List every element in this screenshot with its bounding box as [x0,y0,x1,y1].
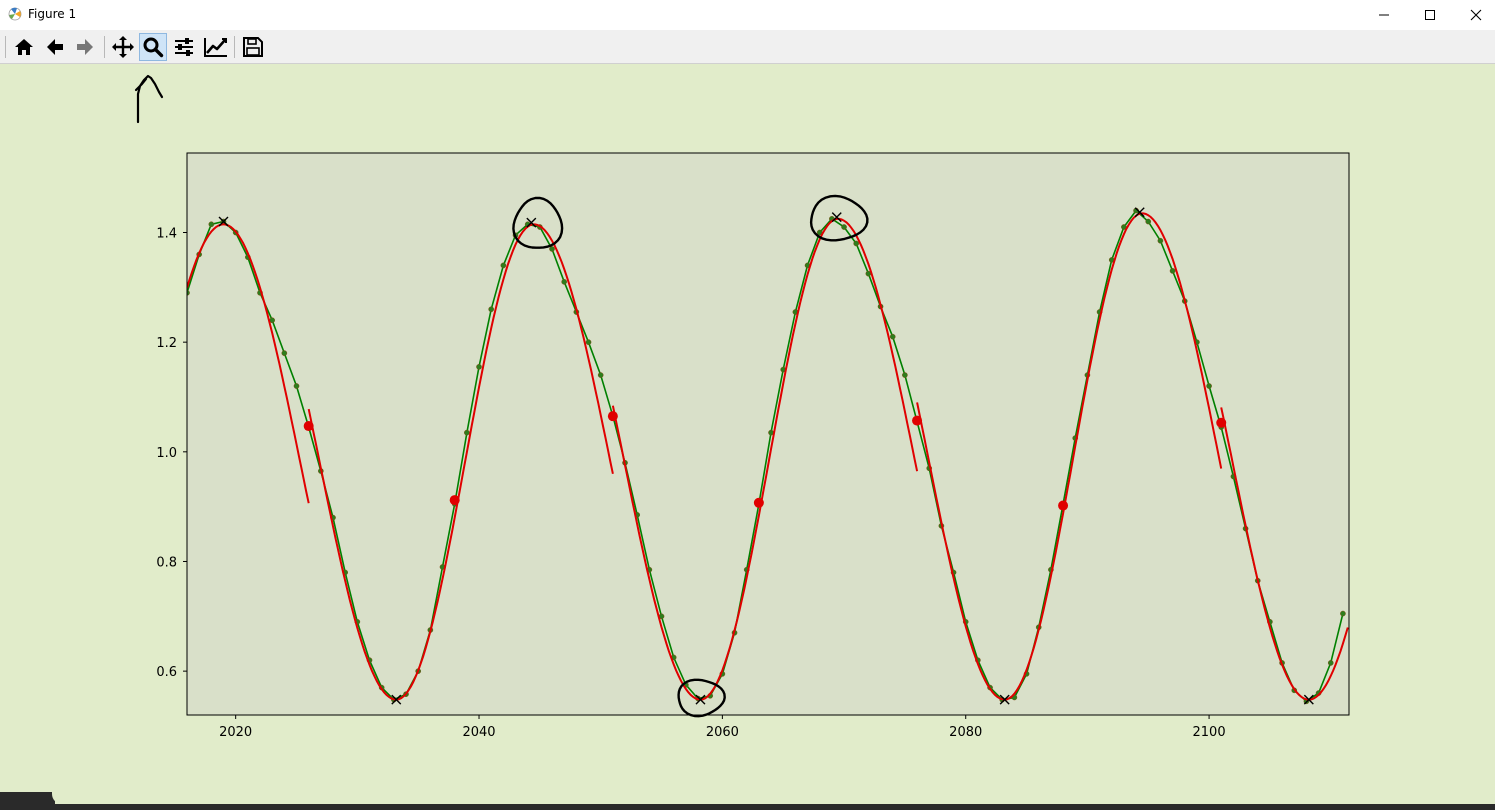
extremum-x-marker [831,212,842,223]
title-bar: Figure 1 [0,0,1495,30]
hand-drawn-arrow-annotation [134,74,164,124]
home-icon [15,39,33,55]
save-button[interactable] [239,33,267,61]
green-data-point [1206,383,1212,389]
axes-background [187,153,1349,715]
green-data-point [1340,610,1346,617]
arrow-right-icon [77,39,93,55]
x-tick-label: 2060 [706,725,739,740]
y-tick-label: 0.6 [156,665,177,680]
zoom-button[interactable] [139,33,167,61]
green-data-point [281,350,288,356]
red-marker-point [303,421,314,432]
taskbar-edge [0,804,1495,810]
customize-button[interactable] [202,33,230,61]
hand-drawn-circle-annotation [512,196,564,249]
red-marker-point [1216,417,1227,428]
red-fit-curve [611,217,919,701]
minimize-button[interactable] [1361,0,1407,30]
plot-area [187,207,1349,705]
y-tick-label: 1.0 [156,446,177,461]
y-tick-label: 1.4 [156,227,177,242]
green-data-point [488,306,494,313]
toolbar-grip [5,36,6,58]
red-marker-point [753,497,764,508]
red-fit-curve [187,223,310,504]
red-marker-point [912,415,923,426]
maximize-button[interactable] [1407,0,1453,30]
subplots-button[interactable] [170,33,198,61]
hand-drawn-circle-annotation [677,678,726,718]
red-marker-point [1058,500,1069,511]
extremum-x-marker [695,694,706,705]
plot-axes[interactable]: 2020 2040 2060 2080 2100 0.6 0.8 1.0 1.2 1.4 [156,152,1350,740]
green-data-point [476,364,482,370]
green-data-point [1169,268,1176,274]
y-tick-label: 0.8 [156,555,177,570]
extremum-x-marker [526,217,537,228]
arrow-left-icon [47,39,63,55]
x-tick-label: 2040 [462,725,495,740]
minimize-icon [1379,14,1389,16]
x-tick-label: 2020 [219,725,252,740]
matplotlib-logo-icon [8,7,22,21]
extremum-x-marker [1134,207,1145,218]
sliders-icon [175,38,193,56]
green-data-point [889,333,896,340]
axes-frame [186,152,1350,716]
green-data-point [841,224,847,230]
home-button[interactable] [10,33,38,61]
green-data-point [1145,218,1152,225]
toolbar-separator [104,36,105,58]
green-data-point [208,221,215,228]
green-data-point [585,339,592,345]
extremum-x-marker [999,694,1010,705]
magnifier-icon [143,37,164,58]
green-data-point [549,246,555,252]
green-data-point [464,429,470,436]
red-fit-curve [307,223,614,701]
window-title: Figure 1 [28,7,77,21]
move-icon [112,36,134,58]
hand-drawn-circle-annotation [809,194,869,242]
green-data-point [902,372,908,378]
maximize-icon [1425,10,1435,20]
red-marker-point [449,495,460,506]
pan-button[interactable] [109,33,137,61]
green-data-line [187,209,1344,703]
extremum-x-marker [218,216,229,227]
red-fit-curve [916,212,1223,701]
green-data-point [1157,237,1164,244]
green-data-point [1327,660,1334,666]
green-data-point [293,383,300,389]
toolbar-separator [234,36,235,58]
red-fit-curve [1220,407,1349,701]
green-data-point [500,262,507,269]
y-tick-label: 1.2 [156,336,177,351]
extremum-x-marker [1303,694,1314,705]
red-marker-point [607,411,618,422]
line-chart-icon [204,38,227,57]
green-data-point [853,240,860,247]
green-data-point [561,279,567,285]
figure-canvas[interactable]: 2020 2040 2060 2080 2100 0.6 0.8 1.0 1.2 1.4 [0,64,1495,804]
window-corner [52,792,62,804]
close-button[interactable] [1453,0,1495,30]
floppy-icon [243,37,263,57]
x-tick-label: 2080 [949,725,982,740]
extremum-x-marker [391,694,402,705]
forward-button[interactable] [71,33,99,61]
back-button[interactable] [41,33,69,61]
navigation-toolbar [0,30,1495,64]
green-data-point [187,290,190,296]
close-icon [1470,9,1482,21]
x-tick-label: 2100 [1193,725,1226,740]
green-data-point [597,372,604,378]
